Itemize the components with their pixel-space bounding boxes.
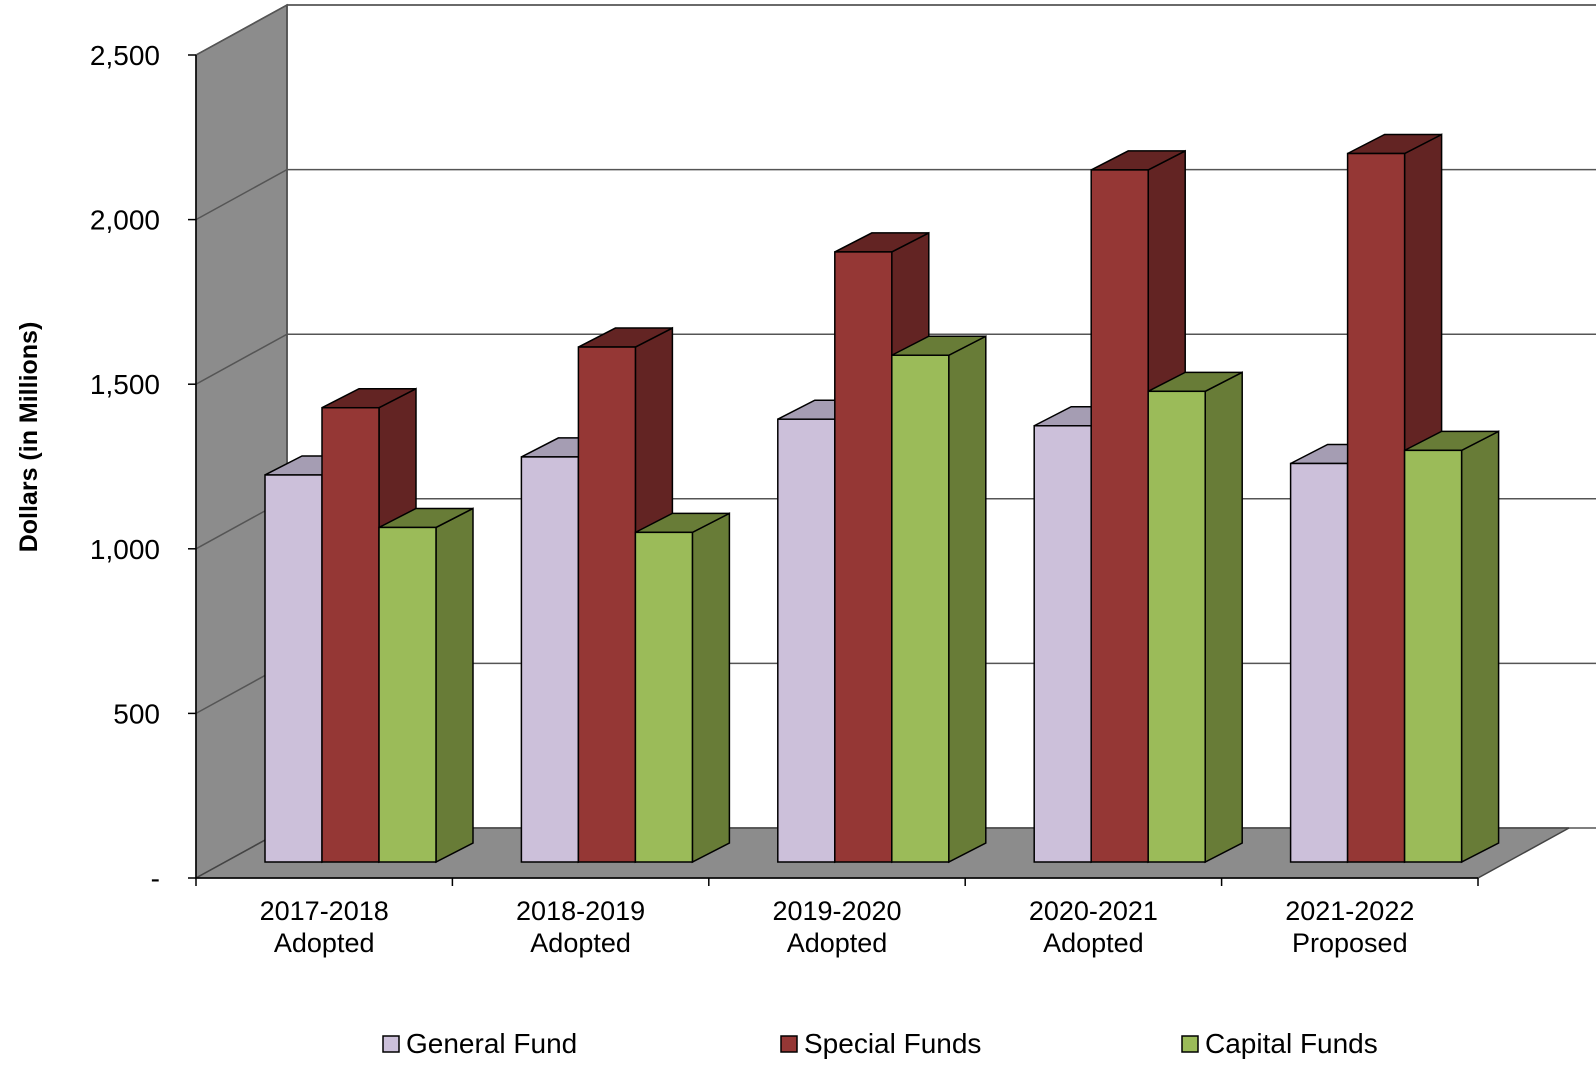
legend-label: Capital Funds bbox=[1205, 1028, 1378, 1059]
y-tick-label: 2,500 bbox=[90, 40, 160, 71]
x-tick-label: 2021-2022 bbox=[1285, 896, 1414, 926]
x-tick-label: Adopted bbox=[787, 928, 888, 958]
bar-capital-funds bbox=[634, 512, 731, 864]
bar-capital-funds bbox=[1147, 371, 1243, 864]
x-tick-label: 2018-2019 bbox=[516, 896, 645, 926]
bar-capital-funds bbox=[891, 335, 987, 864]
bar-side bbox=[435, 507, 474, 864]
bar-front bbox=[378, 526, 437, 863]
bar-front bbox=[1147, 390, 1206, 863]
bar-side bbox=[1204, 371, 1243, 864]
y-tick-label: 500 bbox=[113, 698, 160, 729]
x-tick-label: Adopted bbox=[1043, 928, 1144, 958]
x-tick-label: 2019-2020 bbox=[772, 896, 901, 926]
legend-label: General Fund bbox=[406, 1028, 577, 1059]
y-tick-label: 1,000 bbox=[90, 534, 160, 565]
bar-side bbox=[1460, 430, 1500, 864]
y-tick-label: 2,000 bbox=[90, 205, 160, 236]
bar-special-funds bbox=[577, 326, 674, 864]
bar-front bbox=[834, 251, 893, 863]
bar-front bbox=[891, 354, 950, 863]
bar-front bbox=[520, 456, 580, 863]
x-tick-label: Adopted bbox=[274, 928, 375, 958]
bar-front bbox=[634, 531, 694, 863]
legend-label: Special Funds bbox=[804, 1028, 981, 1059]
bars bbox=[264, 133, 1500, 864]
bar-front bbox=[264, 474, 323, 863]
bar-capital-funds bbox=[378, 507, 474, 864]
legend-swatch bbox=[382, 1035, 400, 1053]
legend-item: Capital Funds bbox=[1181, 1028, 1378, 1059]
bar-front bbox=[1289, 462, 1349, 863]
bar-front bbox=[1090, 169, 1149, 863]
legend-swatch bbox=[1181, 1035, 1199, 1053]
bar-front bbox=[777, 418, 836, 863]
legend: General Fund Special Funds Capital Funds bbox=[382, 1028, 1378, 1059]
bar-side bbox=[691, 512, 731, 864]
axes: -5001,0001,5002,0002,5002017-2018Adopted… bbox=[90, 40, 1479, 958]
bar-front bbox=[1033, 425, 1092, 863]
x-tick-label: Adopted bbox=[530, 928, 631, 958]
legend-item: Special Funds bbox=[780, 1028, 981, 1059]
bar-front bbox=[321, 406, 380, 863]
y-tick-label: - bbox=[151, 863, 160, 894]
bar-front bbox=[1403, 449, 1463, 863]
bar-side bbox=[948, 335, 987, 864]
x-tick-label: 2017-2018 bbox=[260, 896, 389, 926]
bar-capital-funds bbox=[1403, 430, 1500, 864]
x-tick-label: 2020-2021 bbox=[1029, 896, 1158, 926]
bar-front bbox=[577, 346, 637, 863]
legend-swatch bbox=[780, 1035, 798, 1053]
x-tick-label: Proposed bbox=[1292, 928, 1408, 958]
y-axis-label: Dollars (in Millions) bbox=[15, 322, 43, 553]
bar-front bbox=[1346, 152, 1406, 863]
y-tick-label: 1,500 bbox=[90, 369, 160, 400]
gridline bbox=[195, 4, 1596, 56]
legend-item: General Fund bbox=[382, 1028, 577, 1059]
